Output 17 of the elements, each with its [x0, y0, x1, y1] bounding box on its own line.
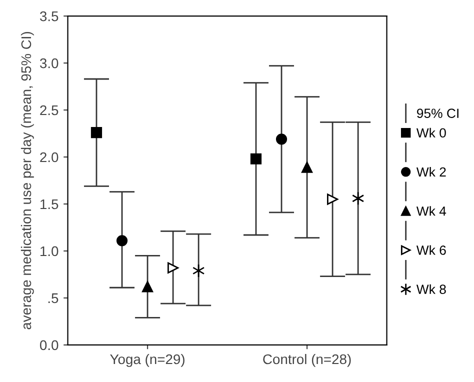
legend-title: 95% CI	[417, 108, 458, 118]
y-tick-label: 3.5	[40, 11, 58, 22]
y-tick-label: 2.0	[40, 152, 58, 162]
y-tick-label: .5	[48, 293, 58, 304]
legend-label: Wk 4	[416, 206, 446, 216]
legend-label: Wk 8	[416, 284, 446, 294]
y-axis-title: average medication use per day (mean, 95% CI)	[20, 32, 34, 330]
legend-label: Wk 6	[416, 245, 446, 255]
y-tick-label: 1.0	[40, 246, 58, 256]
y-tick-label: 0.0	[40, 340, 58, 350]
x-tick-label: Yoga (n=29)	[110, 354, 184, 367]
y-tick-label: 2.5	[40, 105, 58, 116]
y-tick-label: 3.0	[40, 58, 58, 68]
legend-label: Wk 2	[416, 166, 446, 177]
y-tick-label: 1.5	[40, 199, 58, 210]
x-tick-label: Control (n=28)	[263, 354, 351, 367]
legend-label: Wk 0	[416, 128, 446, 138]
